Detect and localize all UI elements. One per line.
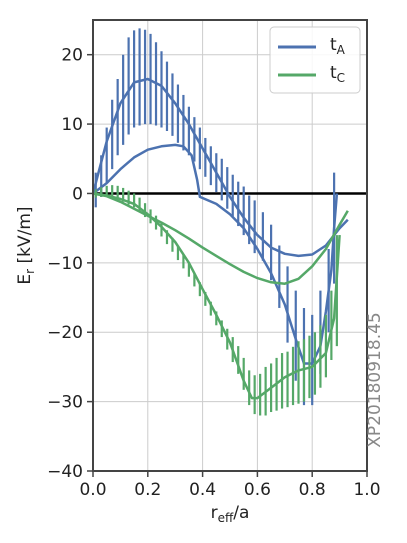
fit-line-1-0 <box>92 192 349 285</box>
axis-labels: reff/a Er [kV/m] XP20180918.45 <box>15 206 385 525</box>
y-tick-label-5: 10 <box>61 115 83 135</box>
x-tick-label-2: 0.4 <box>189 480 216 500</box>
plot-frame <box>92 19 368 472</box>
y-axis-label: Er [kV/m] <box>15 206 37 284</box>
ticks: 0.0 0.2 0.4 0.6 0.8 1.0 −40 −30 −20 −10 0 10 20 <box>47 46 380 500</box>
y-tick-label-0: −40 <box>47 462 83 482</box>
y-tick-label-4: 0 <box>72 184 83 204</box>
series-0 <box>91 28 349 406</box>
y-tick-label-2: −20 <box>47 323 83 343</box>
watermark-text: XP20180918.45 <box>365 312 385 447</box>
legend: tA tC <box>269 26 361 94</box>
y-tick-label-3: −10 <box>47 254 83 274</box>
y-tick-label-6: 20 <box>61 46 83 66</box>
y-tick-label-1: −30 <box>47 393 83 413</box>
x-tick-label-0: 0.0 <box>79 480 106 500</box>
x-tick-label-1: 0.2 <box>134 480 161 500</box>
series-layer <box>91 28 349 416</box>
legend-label-0: tA <box>330 35 346 57</box>
fit-line-0-0 <box>91 77 349 258</box>
legend-label-1: tC <box>330 63 345 85</box>
x-tick-label-4: 0.8 <box>299 480 326 500</box>
series-1 <box>92 185 349 416</box>
fit-line-1-1 <box>92 192 341 400</box>
x-axis-label: reff/a <box>211 503 250 525</box>
x-tick-label-5: 1.0 <box>353 480 380 500</box>
x-tick-label-3: 0.6 <box>244 480 271 500</box>
legend-box <box>269 26 361 94</box>
